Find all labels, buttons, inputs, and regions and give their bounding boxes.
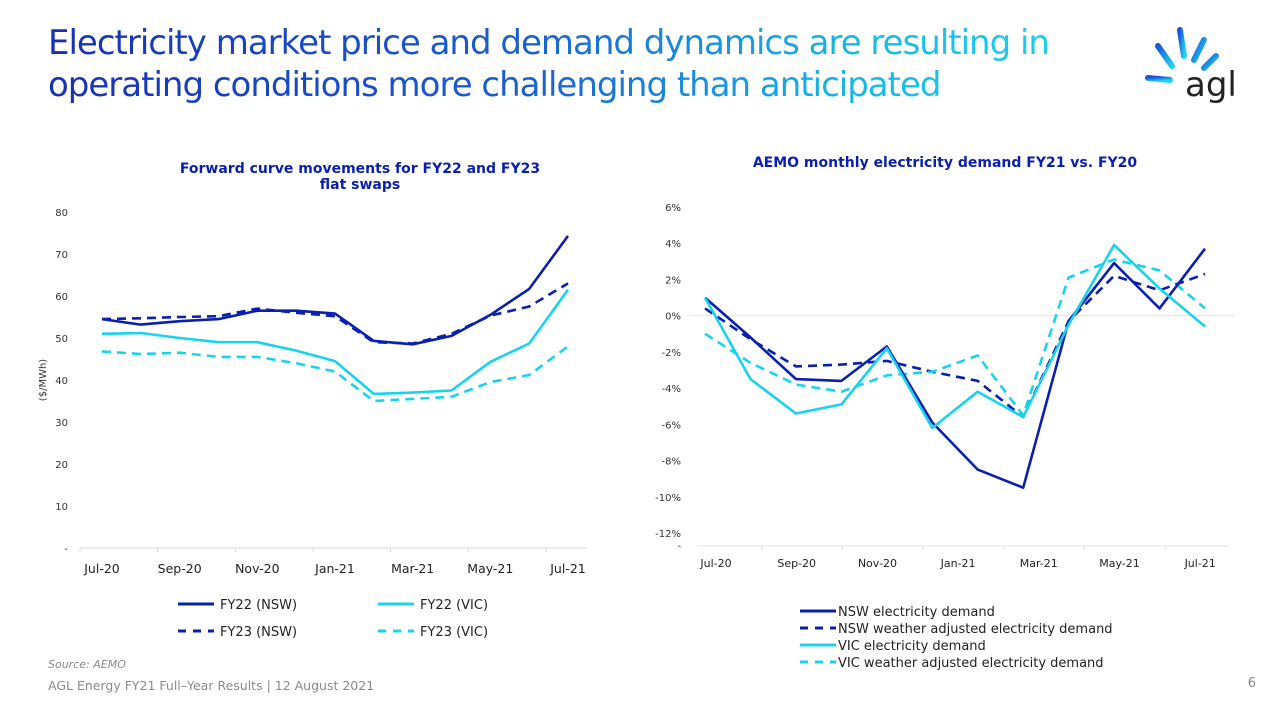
series-line-fy23-vic- xyxy=(101,345,569,403)
series-line-fy22-nsw- xyxy=(101,235,570,346)
legend-label: FY23 (VIC) xyxy=(420,625,488,640)
y-tick-label: 30 xyxy=(55,418,68,429)
y-tick-label: - xyxy=(677,541,681,552)
title-line-1: Electricity market price and demand dyna… xyxy=(48,23,1049,63)
y-tick-label: 6% xyxy=(665,203,681,214)
y-tick-label: 70 xyxy=(55,250,68,261)
y-tick-label: 0% xyxy=(665,312,681,323)
series-line-vic-electricity-demand xyxy=(703,243,1206,430)
x-tick-label: Jul-20 xyxy=(699,557,731,570)
series-line-nsw-weather-adjusted-electricity-demand xyxy=(704,272,1206,419)
footer-text: AGL Energy FY21 Full–Year Results | 12 A… xyxy=(48,678,375,693)
series-line-fy23-nsw- xyxy=(101,282,569,345)
x-tick-label: May-21 xyxy=(467,561,513,576)
page-title: Electricity market price and demand dyna… xyxy=(48,22,1108,106)
x-tick-label: May-21 xyxy=(1099,557,1140,570)
x-tick-label: Jan-21 xyxy=(940,557,976,570)
legend-label: VIC electricity demand xyxy=(838,639,986,654)
legend-label: NSW weather adjusted electricity demand xyxy=(838,622,1113,637)
y-tick-label: -8% xyxy=(662,457,681,468)
legend-label: FY23 (NSW) xyxy=(220,625,297,640)
sunrays-icon xyxy=(1145,27,1219,83)
y-tick-label: 2% xyxy=(665,275,681,286)
y-tick-label: 40 xyxy=(55,376,68,387)
x-tick-label: Mar-21 xyxy=(1020,557,1058,570)
x-tick-label: Sep-20 xyxy=(777,557,816,570)
y-tick-label: 10 xyxy=(55,502,68,513)
y-tick-label: 60 xyxy=(55,292,68,303)
source-note: Source: AEMO xyxy=(48,658,126,671)
logo-text: agl xyxy=(1185,65,1237,103)
y-tick-label: -2% xyxy=(662,348,681,359)
x-tick-label: Mar-21 xyxy=(391,561,434,576)
x-tick-label: Sep-20 xyxy=(158,561,202,576)
y-tick-label: -4% xyxy=(662,384,681,395)
page-number: 6 xyxy=(1247,676,1256,691)
legend-label: NSW electricity demand xyxy=(838,605,995,620)
x-tick-label: Jul-20 xyxy=(83,561,120,576)
y-tick-label: - xyxy=(64,544,68,555)
series-line-nsw-electricity-demand xyxy=(704,247,1207,490)
x-tick-label: Jul-21 xyxy=(1184,557,1216,570)
x-tick-label: Nov-20 xyxy=(858,557,897,570)
y-tick-label: -6% xyxy=(662,420,681,431)
y-tick-label: 50 xyxy=(55,334,68,345)
x-tick-label: Jul-21 xyxy=(549,561,586,576)
y-tick-label: -10% xyxy=(655,493,681,504)
x-tick-label: Nov-20 xyxy=(235,561,280,576)
x-tick-label: Jan-21 xyxy=(314,561,355,576)
chart-title-forward-curve: Forward curve movements for FY22 and FY2… xyxy=(179,161,541,193)
series-line-fy22-vic- xyxy=(101,288,570,396)
y-tick-label: 20 xyxy=(55,460,68,471)
agl-logo: agl xyxy=(1145,27,1237,103)
y-tick-label: 4% xyxy=(665,239,681,250)
legend-label: FY22 (NSW) xyxy=(220,598,297,613)
y-axis-label: ($/MWh) xyxy=(38,359,49,401)
chart-title-aemo-demand: AEMO monthly electricity demand FY21 vs.… xyxy=(752,155,1138,171)
legend-label: FY22 (VIC) xyxy=(420,598,488,613)
y-tick-label: -12% xyxy=(655,529,681,540)
title-line-2: operating conditions more challenging th… xyxy=(48,65,941,105)
legend-label: VIC weather adjusted electricity demand xyxy=(838,656,1104,671)
series-line-vic-weather-adjusted-electricity-demand xyxy=(704,258,1206,417)
y-tick-label: 80 xyxy=(55,208,68,219)
